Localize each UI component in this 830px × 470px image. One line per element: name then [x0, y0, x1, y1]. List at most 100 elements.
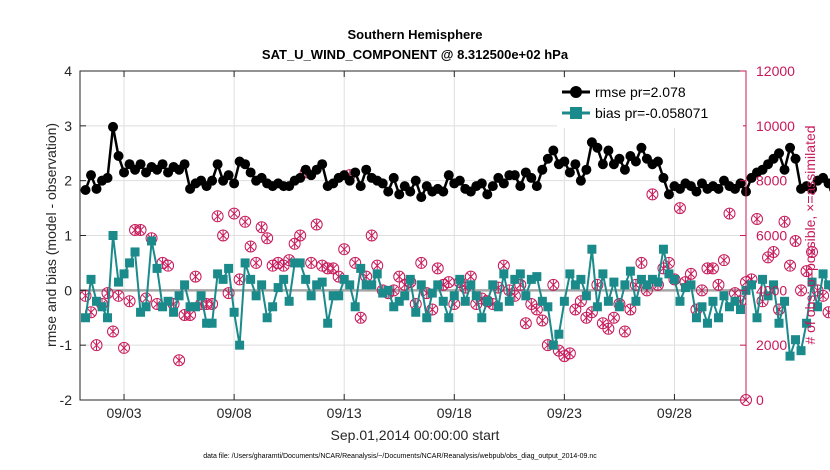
x-tick-label: 09/18	[437, 405, 472, 421]
bias-point	[147, 236, 157, 246]
y-right-tick-label: 8000	[756, 173, 787, 189]
obs-point-circle	[173, 354, 186, 367]
y-tick-label: -2	[60, 392, 73, 408]
rmse-point	[438, 186, 449, 197]
bias-point	[361, 280, 371, 290]
obs-point-circle	[547, 278, 560, 291]
obs-point-circle	[635, 256, 648, 269]
y-right-tick-label: 10000	[756, 118, 795, 134]
rmse-point	[245, 167, 256, 178]
bias-point	[824, 280, 830, 290]
rmse-series	[80, 121, 830, 203]
rmse-point	[212, 159, 223, 170]
obs-point	[618, 325, 631, 338]
obs-point-circle	[618, 325, 631, 338]
bias-point	[295, 258, 305, 268]
obs-point	[250, 256, 263, 269]
obs-point-circle	[822, 306, 830, 319]
rmse-point	[542, 153, 553, 164]
obs-point-circle	[118, 341, 131, 354]
bias-point	[471, 291, 481, 301]
y-tick-label: -1	[60, 337, 73, 353]
obs-point-circle	[255, 221, 268, 234]
bias-point	[647, 274, 657, 284]
bias-point	[587, 244, 597, 254]
bias-point	[565, 269, 575, 279]
rmse-point	[823, 178, 830, 189]
bias-point	[581, 291, 591, 301]
rmse-point	[317, 159, 328, 170]
obs-point	[107, 325, 120, 338]
rmse-point	[630, 156, 641, 167]
bias-point	[802, 318, 812, 328]
bias-point	[510, 274, 520, 284]
rmse-point	[416, 192, 427, 203]
obs-point	[123, 295, 136, 308]
obs-point	[239, 215, 252, 228]
obs-point-circle	[426, 303, 439, 316]
rmse-point	[581, 164, 592, 175]
obs-point-circle	[415, 256, 428, 269]
obs-point	[90, 339, 103, 352]
bias-point	[257, 280, 267, 290]
bias-point	[697, 302, 707, 312]
bias-point	[405, 274, 415, 284]
bias-point	[747, 280, 757, 290]
rmse-point	[537, 164, 548, 175]
bias-point	[416, 280, 426, 290]
rmse-point	[361, 164, 372, 175]
bias-point	[504, 296, 514, 306]
y-right-tick-label: 12000	[756, 63, 795, 79]
rmse-point	[388, 172, 399, 183]
bias-point	[713, 313, 723, 323]
bias-point	[730, 296, 740, 306]
obs-point	[393, 270, 406, 283]
rmse-point	[652, 156, 663, 167]
bias-point	[526, 274, 536, 284]
obs-point-circle	[563, 347, 576, 360]
bias-point	[433, 280, 443, 290]
obs-point	[728, 287, 741, 300]
obs-point	[338, 243, 351, 256]
bias-point	[785, 351, 795, 361]
bias-point	[97, 302, 107, 312]
rmse-point	[807, 183, 818, 194]
bias-point	[769, 280, 779, 290]
bias-point	[532, 272, 542, 282]
rmse-point	[108, 121, 119, 132]
bias-point	[780, 296, 790, 306]
obs-point	[134, 224, 147, 237]
rmse-point	[614, 153, 625, 164]
rmse-point	[482, 189, 493, 200]
bias-point	[752, 313, 762, 323]
bias-point	[691, 313, 701, 323]
obs-point	[261, 232, 274, 245]
rmse-point	[774, 148, 785, 159]
bias-point	[268, 302, 278, 312]
bias-point	[807, 277, 817, 287]
bias-point	[444, 313, 454, 323]
x-axis-label: Sep.01,2014 00:00:00 start	[331, 427, 500, 443]
x-tick-label: 09/28	[657, 405, 692, 421]
rmse-point	[548, 145, 559, 156]
obs-point-circle	[662, 256, 675, 269]
obs-point-circle	[508, 289, 521, 302]
obs-point-circle	[217, 229, 230, 242]
bias-point	[499, 269, 509, 279]
obs-point	[310, 218, 323, 231]
obs-point-circle	[107, 325, 120, 338]
obs-point-circle	[784, 259, 797, 272]
bias-point	[163, 296, 173, 306]
bias-point	[614, 302, 624, 312]
rmse-point	[179, 159, 190, 170]
obs-point-circle	[684, 267, 697, 280]
rmse-point	[295, 172, 306, 183]
obs-point-circle	[338, 243, 351, 256]
y-right-tick-label: 6000	[756, 228, 787, 244]
obs-point	[228, 207, 241, 220]
obs-point-circle	[706, 262, 719, 275]
obs-point-circle	[288, 237, 301, 250]
obs-point-circle	[591, 278, 604, 291]
obs-point	[415, 256, 428, 269]
bias-point	[141, 302, 151, 312]
